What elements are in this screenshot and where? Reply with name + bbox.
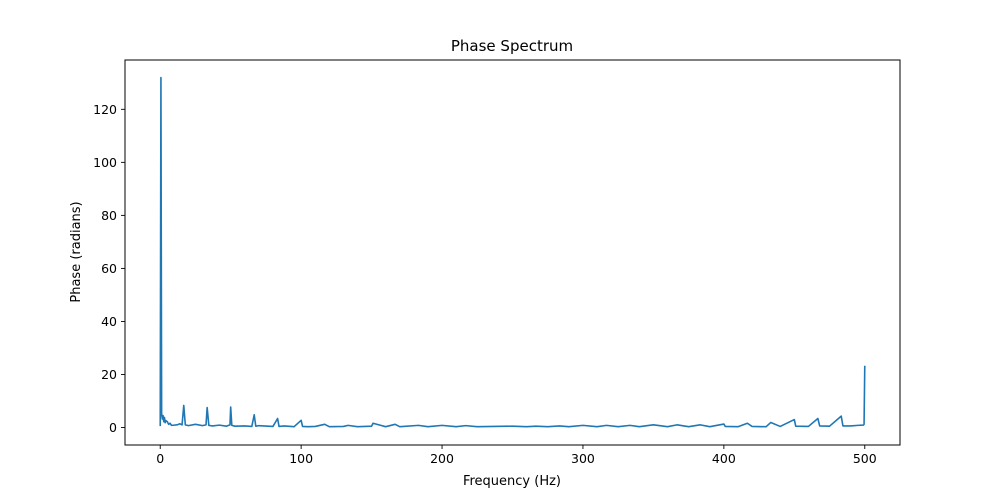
y-axis-ticks: 0 20 40 60 80 100 120 — [93, 102, 125, 435]
x-tick-label: 100 — [289, 451, 313, 466]
x-axis-ticks: 0 100 200 300 400 500 — [156, 445, 877, 466]
y-tick-label: 120 — [93, 102, 117, 117]
y-axis-label: Phase (radians) — [69, 201, 84, 302]
x-tick-label: 200 — [430, 451, 454, 466]
y-tick-label: 80 — [101, 208, 117, 223]
x-tick-label: 500 — [853, 451, 877, 466]
x-tick-label: 0 — [156, 451, 164, 466]
x-axis-label: Frequency (Hz) — [463, 474, 561, 489]
y-tick-label: 100 — [93, 155, 117, 170]
y-tick-label: 40 — [101, 314, 117, 329]
y-tick-label: 60 — [101, 261, 117, 276]
x-tick-label: 400 — [712, 451, 736, 466]
y-tick-label: 20 — [101, 367, 117, 382]
phase-series-line — [159, 76, 866, 428]
plot-area-frame — [124, 59, 901, 446]
chart-title: Phase Spectrum — [451, 37, 573, 55]
x-tick-label: 300 — [571, 451, 595, 466]
y-tick-label: 0 — [109, 420, 117, 435]
